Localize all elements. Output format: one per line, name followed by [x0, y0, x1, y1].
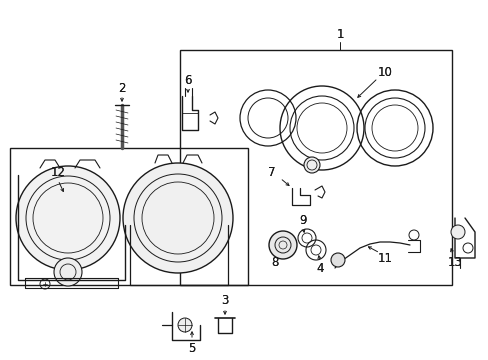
Text: 11: 11	[377, 252, 392, 265]
Circle shape	[304, 157, 319, 173]
Circle shape	[54, 258, 82, 286]
Text: 3: 3	[221, 293, 228, 306]
Text: 1: 1	[336, 28, 343, 41]
Text: 13: 13	[447, 256, 462, 269]
Text: 8: 8	[271, 256, 278, 270]
Text: 4: 4	[316, 261, 323, 274]
Text: 6: 6	[184, 73, 191, 86]
Text: 5: 5	[188, 342, 195, 355]
Text: 10: 10	[377, 67, 392, 80]
Text: 12: 12	[50, 166, 65, 180]
Bar	[180, 50, 451, 285]
Text: 9: 9	[299, 213, 306, 226]
Circle shape	[450, 225, 464, 239]
Text: 1: 1	[336, 28, 343, 41]
Circle shape	[330, 253, 345, 267]
Text: 2: 2	[118, 81, 125, 94]
Circle shape	[178, 318, 192, 332]
Text: 8: 8	[271, 256, 278, 270]
Circle shape	[123, 163, 232, 273]
Text: 7: 7	[268, 166, 275, 180]
Text: 6: 6	[184, 73, 191, 86]
Circle shape	[16, 166, 120, 270]
Text: 11: 11	[377, 252, 392, 265]
Text: 4: 4	[316, 261, 323, 274]
Text: 12: 12	[50, 166, 65, 180]
Text: 9: 9	[299, 213, 306, 226]
Text: 7: 7	[268, 166, 275, 180]
Bar	[10, 148, 247, 285]
Text: 5: 5	[188, 342, 195, 355]
Circle shape	[268, 231, 296, 259]
Text: 3: 3	[221, 293, 228, 306]
Text: 10: 10	[377, 67, 392, 80]
Text: 13: 13	[447, 256, 462, 269]
Text: 2: 2	[118, 81, 125, 94]
